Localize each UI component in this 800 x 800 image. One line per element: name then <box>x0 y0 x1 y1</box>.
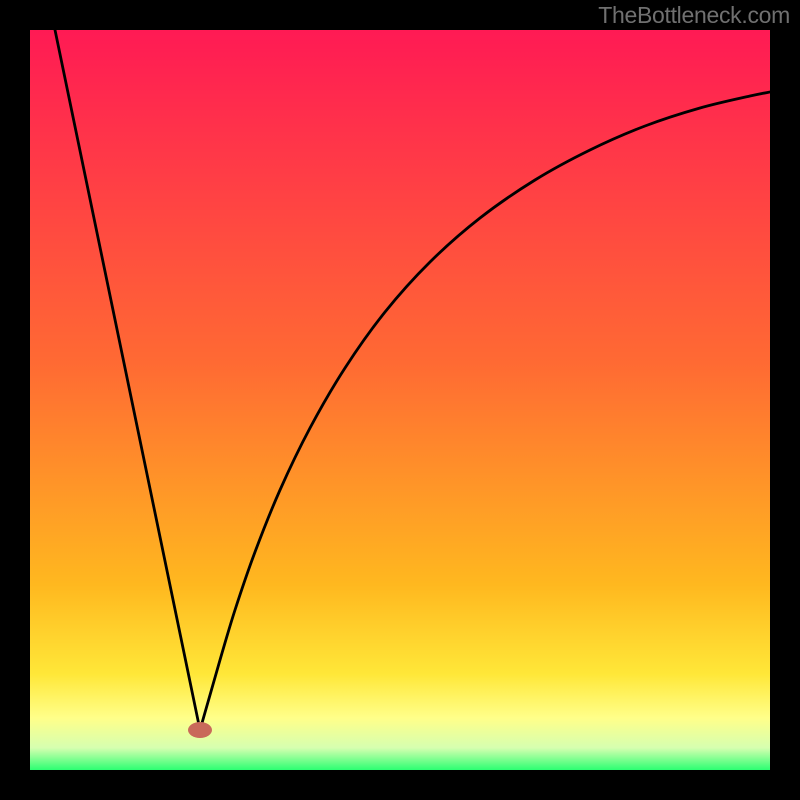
minimum-marker <box>188 722 212 738</box>
plot-area <box>30 30 770 770</box>
curve-left-branch <box>55 30 200 730</box>
chart-container: TheBottleneck.com <box>0 0 800 800</box>
curve-svg <box>30 30 770 770</box>
curve-right-branch <box>199 92 770 732</box>
watermark-text: TheBottleneck.com <box>598 2 790 29</box>
